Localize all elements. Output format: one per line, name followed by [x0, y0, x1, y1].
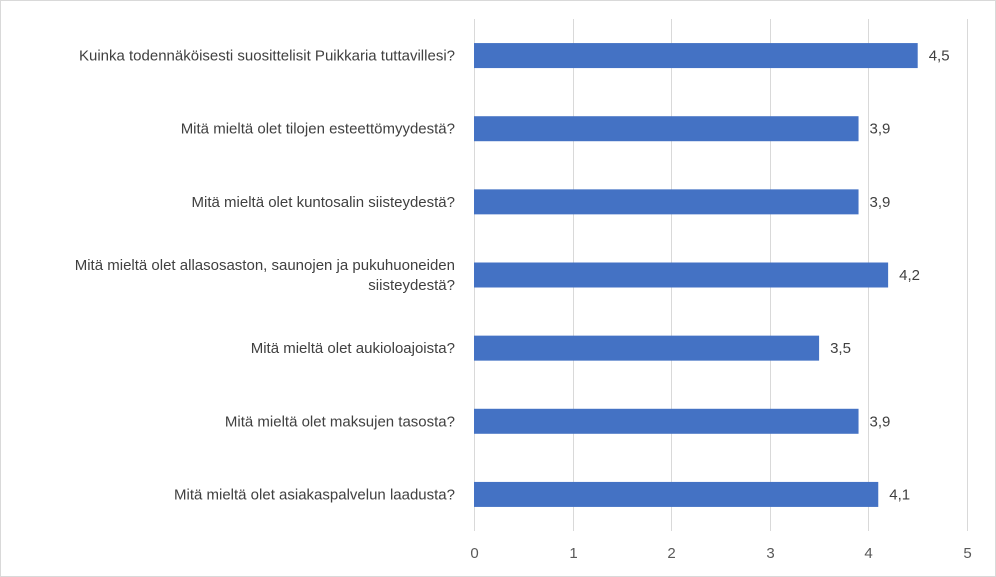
x-tick-label: 2	[667, 545, 675, 562]
data-label: 4,1	[889, 486, 910, 503]
category-label: Mitä mieltä olet asiakaspalvelun laadust…	[174, 486, 455, 503]
x-tick-label: 1	[569, 545, 577, 562]
category-label: Mitä mieltä olet kuntosalin siisteydestä…	[192, 194, 455, 211]
x-tick-label: 5	[963, 545, 971, 562]
category-label: Mitä mieltä olet tilojen esteettömyydest…	[181, 121, 455, 138]
category-label: Mitä mieltä olet allasosaston, saunojen …	[75, 257, 455, 294]
bar	[474, 116, 859, 142]
category-label-line: siisteydestä?	[368, 277, 455, 294]
category-label-line: Mitä mieltä olet maksujen tasosta?	[225, 413, 455, 430]
x-tick-label: 4	[864, 545, 872, 562]
category-label-line: Mitä mieltä olet tilojen esteettömyydest…	[181, 121, 455, 138]
category-label-line: Kuinka todennäköisesti suosittelisit Pui…	[79, 48, 455, 65]
category-label: Mitä mieltä olet maksujen tasosta?	[225, 413, 455, 430]
bar	[474, 481, 879, 507]
category-label-line: Mitä mieltä olet kuntosalin siisteydestä…	[192, 194, 455, 211]
bar	[474, 189, 859, 215]
category-label-line: Mitä mieltä olet asiakaspalvelun laadust…	[174, 486, 455, 503]
data-label: 3,9	[870, 121, 891, 138]
data-label: 3,5	[830, 340, 851, 357]
data-label: 4,2	[899, 267, 920, 284]
data-label: 3,9	[870, 194, 891, 211]
bar	[474, 43, 918, 69]
category-label: Mitä mieltä olet aukioloajoista?	[251, 340, 455, 357]
bar	[474, 262, 889, 288]
x-tick-label: 0	[470, 545, 478, 562]
category-label: Kuinka todennäköisesti suosittelisit Pui…	[79, 48, 455, 65]
data-label: 4,5	[929, 48, 950, 65]
category-label-line: Mitä mieltä olet allasosaston, saunojen …	[75, 257, 455, 274]
bar	[474, 335, 820, 361]
x-tick-label: 3	[766, 545, 774, 562]
data-label: 3,9	[870, 413, 891, 430]
category-label-line: Mitä mieltä olet aukioloajoista?	[251, 340, 455, 357]
bar	[474, 408, 859, 434]
